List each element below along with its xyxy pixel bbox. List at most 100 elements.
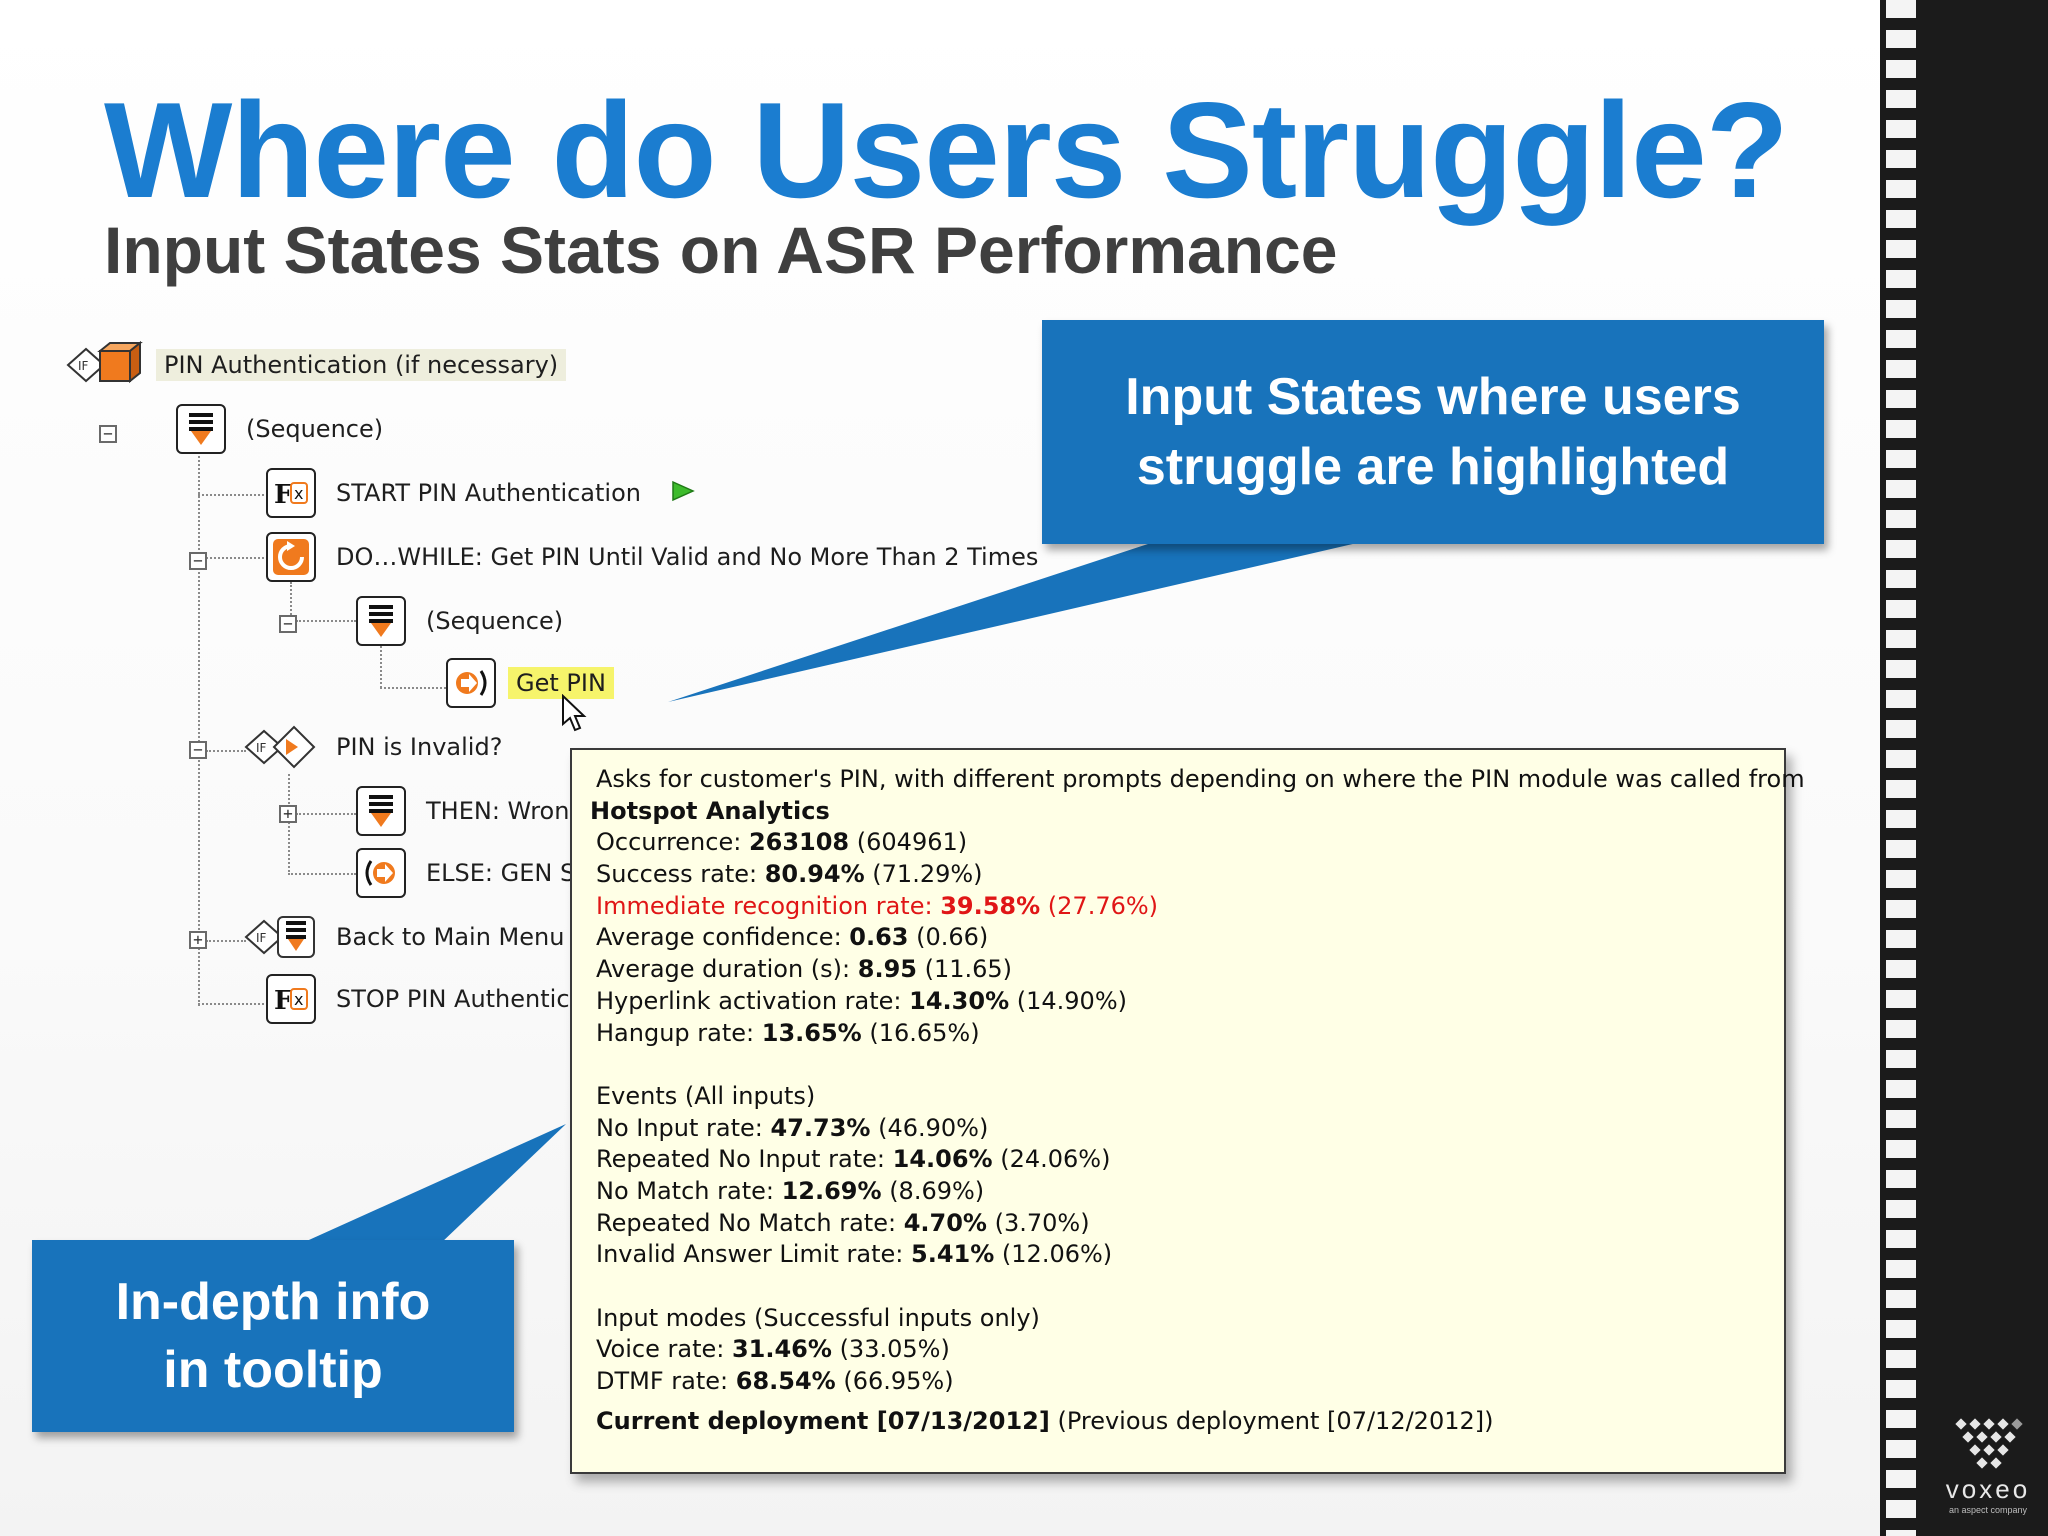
tooltip-event-line: Repeated No Input rate: 14.06% (24.06%): [596, 1144, 1766, 1176]
tooltip-stat-label: Hangup rate:: [596, 1018, 762, 1047]
call-flow-tree: − − − − + + IF PIN Authentication (if ne…: [0, 0, 1100, 1100]
tooltip-footer-previous: (Previous deployment [07/12/2012]): [1049, 1406, 1494, 1435]
tooltip-stat-previous: (604961): [849, 828, 968, 857]
tooltip-events-heading: Events (All inputs): [596, 1081, 816, 1110]
tooltip-stat-line: Hangup rate: 13.65% (16.65%): [596, 1018, 1766, 1050]
tooltip-stat-previous: (11.65): [916, 955, 1013, 984]
tooltip-stat-label: Immediate recognition rate:: [596, 891, 941, 920]
tooltip-footer: Current deployment [07/13/2012] (Previou…: [596, 1406, 1766, 1438]
tree-node-else[interactable]: ELSE: GEN S: [356, 848, 583, 898]
callout-tooltip-info: In-depth info in tooltip: [32, 1240, 514, 1432]
if-decision-icon: IF: [244, 911, 316, 963]
tooltip-mode-value: 31.46%: [731, 1335, 832, 1364]
output-icon: [356, 848, 406, 898]
tooltip-stat-value: 39.58%: [940, 891, 1041, 920]
tooltip-stat-value: 14.30%: [909, 986, 1010, 1015]
collapse-toggle-do-while[interactable]: −: [189, 552, 207, 570]
svg-text:IF: IF: [256, 741, 267, 755]
svg-text:F: F: [274, 480, 293, 510]
tree-label-get-pin: Get PIN: [508, 667, 614, 699]
tree-node-pin-invalid[interactable]: IF PIN is Invalid?: [244, 722, 510, 772]
tooltip-stat-line: Average confidence: 0.63 (0.66): [596, 922, 1766, 954]
callout-top-line-2: struggle are highlighted: [1136, 438, 1730, 496]
tooltip-event-label: No Input rate:: [596, 1113, 771, 1142]
tooltip-event-previous: (24.06%): [992, 1145, 1111, 1174]
tooltip-mode-previous: (66.95%): [835, 1367, 954, 1396]
tooltip-event-previous: (8.69%): [881, 1176, 985, 1205]
tooltip-footer-current: Current deployment [07/13/2012]: [596, 1406, 1050, 1435]
tooltip-stat-value: 263108: [748, 828, 850, 857]
tooltip-mode-label: DTMF rate:: [596, 1367, 736, 1396]
collapse-toggle-sequence[interactable]: −: [99, 425, 117, 443]
tooltip-stat-value: 13.65%: [761, 1018, 862, 1047]
tooltip-event-previous: (3.70%): [986, 1208, 1090, 1237]
svg-text:F: F: [274, 986, 293, 1016]
tooltip-stat-label: Success rate:: [596, 860, 765, 889]
svg-text:IF: IF: [256, 931, 267, 945]
tooltip-stat-value: 80.94%: [764, 860, 865, 889]
tree-label-stop: STOP PIN Authentic: [336, 985, 570, 1013]
tooltip-stat-previous: (0.66): [908, 923, 989, 952]
tooltip-stat-value: 0.63: [849, 923, 909, 952]
tree-label-sequence: (Sequence): [246, 415, 384, 443]
tree-label-start: START PIN Authentication: [336, 479, 641, 507]
tree-label-sequence-2: (Sequence): [426, 607, 564, 635]
svg-text:x: x: [294, 990, 303, 1009]
sequence-icon: [356, 786, 406, 836]
tree-label-pin-invalid: PIN is Invalid?: [336, 733, 503, 761]
svg-text:IF: IF: [78, 359, 89, 373]
sequence-icon: [356, 596, 406, 646]
tree-node-get-pin[interactable]: Get PIN: [446, 658, 614, 708]
tooltip-stat-label: Average confidence:: [596, 923, 850, 952]
tooltip-event-previous: (46.90%): [870, 1113, 989, 1142]
tree-node-root[interactable]: IF PIN Authentication (if necessary): [64, 339, 567, 391]
tooltip-stat-value: 8.95: [857, 955, 917, 984]
tree-label-do-while: DO…WHILE: Get PIN Until Valid and No Mor…: [336, 543, 1039, 571]
if-cube-icon: IF: [64, 339, 148, 391]
collapse-toggle-sequence-2[interactable]: −: [279, 615, 297, 633]
tooltip-stat-previous: (71.29%): [864, 860, 983, 889]
tooltip-stat-label: Hyperlink activation rate:: [596, 986, 910, 1015]
callout-bottom-line-1: In-depth info: [115, 1273, 431, 1331]
tree-label-then: THEN: Wron: [426, 797, 570, 825]
play-icon: [669, 479, 697, 507]
tooltip-stat-line: Average duration (s): 8.95 (11.65): [596, 954, 1766, 986]
tooltip-stat-line: Occurrence: 263108 (604961): [596, 827, 1766, 859]
tree-node-back-main[interactable]: IF Back to Main Menu a: [244, 912, 595, 962]
slide-subtitle: Input States Stats on ASR Performance: [104, 213, 1338, 287]
loop-icon: [266, 532, 316, 582]
tooltip-event-value: 5.41%: [911, 1240, 995, 1269]
tree-label-root: PIN Authentication (if necessary): [156, 349, 567, 381]
tree-label-else: ELSE: GEN S: [426, 859, 576, 887]
tree-node-then[interactable]: THEN: Wron: [356, 786, 577, 836]
tooltip-modes: Voice rate: 31.46% (33.05%) DTMF rate: 68…: [590, 1334, 1766, 1397]
brand-tagline: an aspect company: [1948, 1505, 2028, 1515]
tree-connector: [198, 456, 200, 1006]
tooltip-stat-line: Hyperlink activation rate: 14.30% (14.90…: [596, 986, 1766, 1018]
sequence-icon: [176, 404, 226, 454]
input-icon: [446, 658, 496, 708]
voxeo-logo-icon: [1955, 1418, 2023, 1469]
collapse-toggle-pin-invalid[interactable]: −: [189, 741, 207, 759]
expand-toggle-back-main[interactable]: +: [189, 931, 207, 949]
if-decision-icon: IF: [244, 721, 316, 773]
tree-node-sequence[interactable]: (Sequence): [176, 404, 391, 454]
film-strip-holes: [1886, 0, 1916, 1536]
tooltip-stat-previous: (27.76%): [1040, 891, 1159, 920]
svg-text:x: x: [294, 484, 303, 503]
tree-node-do-while[interactable]: DO…WHILE: Get PIN Until Valid and No Mor…: [266, 532, 1046, 582]
hotspot-tooltip: Asks for customer's PIN, with different …: [570, 748, 1805, 1474]
tooltip-stat-line: Success rate: 80.94% (71.29%): [596, 859, 1766, 891]
brand-logo: voxeo an aspect company: [1934, 1416, 2042, 1515]
brand-name: voxeo: [1945, 1474, 2031, 1504]
tooltip-event-line: No Input rate: 47.73% (46.90%): [596, 1113, 1766, 1145]
tooltip-stat-line: Immediate recognition rate: 39.58% (27.7…: [596, 891, 1766, 923]
tooltip-event-line: No Match rate: 12.69% (8.69%): [596, 1176, 1766, 1208]
tooltip-stats: Occurrence: 263108 (604961) Success rate:…: [590, 827, 1766, 1049]
expand-toggle-then[interactable]: +: [279, 805, 297, 823]
tree-node-sequence-2[interactable]: (Sequence): [356, 596, 571, 646]
